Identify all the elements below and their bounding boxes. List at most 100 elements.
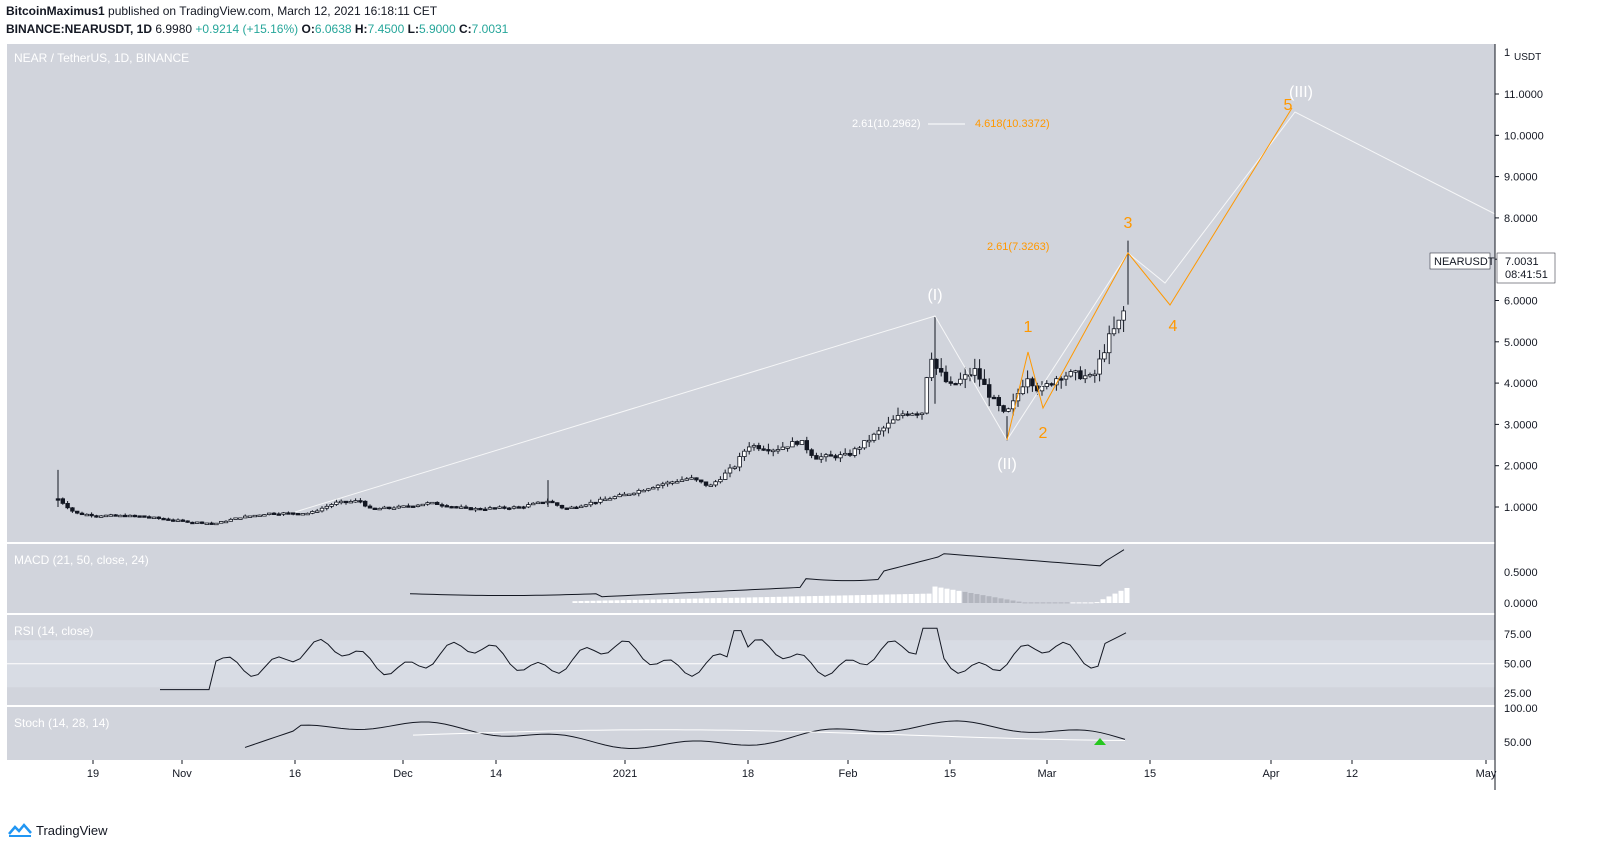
tradingview-footer[interactable]: TradingView (8, 822, 108, 838)
x-tick-label: 16 (289, 768, 301, 780)
candle-body (550, 500, 555, 504)
candle-body (137, 515, 142, 518)
candle-body (166, 518, 171, 521)
candle-body (607, 498, 613, 501)
candle-body (526, 504, 531, 508)
macd-histogram-bar (938, 587, 944, 603)
y-tick-label: 1 (1504, 47, 1510, 59)
candle-body (257, 514, 262, 517)
candle-body (1111, 328, 1117, 335)
candle-body (1102, 352, 1107, 360)
macd-histogram-bar (1004, 599, 1010, 603)
candle-body (449, 506, 454, 509)
macd-histogram-bar (944, 588, 950, 603)
candle-body (161, 517, 166, 521)
candle-body (895, 415, 901, 421)
candle-body (367, 505, 373, 509)
candle-body (867, 439, 872, 443)
fib-label: 2.61(10.2962) (852, 118, 921, 130)
candle-body (482, 508, 488, 511)
macd-histogram-bar (740, 597, 746, 603)
candle-body (1001, 405, 1006, 412)
candle-body (377, 507, 382, 511)
stoch-k-line (244, 720, 1126, 749)
candle-body (1083, 375, 1088, 380)
macd-histogram-bar (644, 599, 650, 603)
macd-histogram-bar (812, 596, 818, 603)
candle-body (324, 505, 329, 509)
y-tick-label: 1.0000 (1504, 502, 1538, 514)
macd-histogram-bar (902, 594, 908, 603)
candle-body (1121, 310, 1126, 321)
macd-histogram-bar (998, 598, 1004, 603)
candle-body (266, 512, 272, 515)
candle-body (506, 507, 512, 510)
rsi-tick: 75.00 (1504, 629, 1532, 641)
candle-body (214, 522, 219, 526)
candle-body (1097, 358, 1102, 375)
candle-body (204, 522, 209, 525)
candle-body (809, 449, 814, 456)
macd-histogram-bar (722, 597, 728, 603)
candle-body (127, 514, 133, 518)
wave-label: (II) (997, 456, 1017, 473)
rsi-tick: 25.00 (1504, 688, 1532, 700)
y-tick-label: 8.0000 (1504, 213, 1538, 225)
candle-body (603, 498, 608, 502)
candle-body (430, 501, 435, 505)
candle-body (75, 510, 80, 514)
candle-body (670, 481, 675, 484)
candle-body (343, 500, 349, 504)
candle-body (766, 449, 771, 452)
footer-brand: TradingView (36, 822, 108, 838)
macd-histogram-bar (626, 599, 632, 603)
macd-histogram-bar (1124, 587, 1130, 603)
symbol-tag (1429, 252, 1491, 270)
macd-histogram-bar (836, 595, 842, 603)
candle-body (1044, 383, 1049, 387)
macd-histogram-bar (932, 586, 938, 603)
candle-body (847, 452, 853, 456)
candle-body (358, 500, 363, 503)
candle-body (833, 455, 838, 459)
macd-histogram-bar (1118, 590, 1124, 603)
macd-histogram-bar (788, 596, 794, 603)
stoch-tick: 100.00 (1504, 703, 1538, 715)
candle-body (1020, 386, 1025, 395)
candle-body (1073, 370, 1078, 373)
candle-body (175, 519, 181, 522)
candle-body (502, 506, 507, 509)
macd-histogram-bar (1016, 601, 1022, 603)
minor-wave-path (1006, 107, 1293, 441)
candle-body (919, 412, 925, 416)
candle-body (559, 504, 565, 509)
macd-histogram-bar (800, 596, 806, 603)
macd-histogram-bar (782, 596, 788, 603)
candle-body (209, 522, 214, 525)
currency-label: USDT (1514, 52, 1541, 63)
candle-body (588, 501, 593, 506)
candle-body (439, 504, 445, 507)
candle-body (631, 492, 637, 496)
candle-body (982, 378, 987, 385)
wave-label: 1 (1024, 319, 1033, 336)
fib-label: 4.618(10.3372) (975, 118, 1050, 130)
publisher-name[interactable]: BitcoinMaximus1 (6, 4, 105, 18)
x-tick-label: Feb (839, 768, 858, 780)
macd-histogram-bar (920, 593, 926, 603)
candle-body (228, 518, 233, 522)
candle-body (823, 454, 829, 458)
macd-histogram-bar (1082, 602, 1088, 604)
macd-histogram-bar (1052, 602, 1058, 604)
candle-body (929, 358, 934, 379)
candle-body (852, 448, 857, 456)
candle-body (84, 513, 89, 517)
candle-body (319, 507, 325, 512)
macd-histogram-bar (950, 589, 956, 603)
candle-body (146, 516, 152, 519)
macd-histogram-bar (632, 599, 638, 603)
macd-histogram-bar (680, 598, 686, 603)
candle-body (881, 427, 886, 432)
macd-histogram-bar (962, 591, 968, 603)
